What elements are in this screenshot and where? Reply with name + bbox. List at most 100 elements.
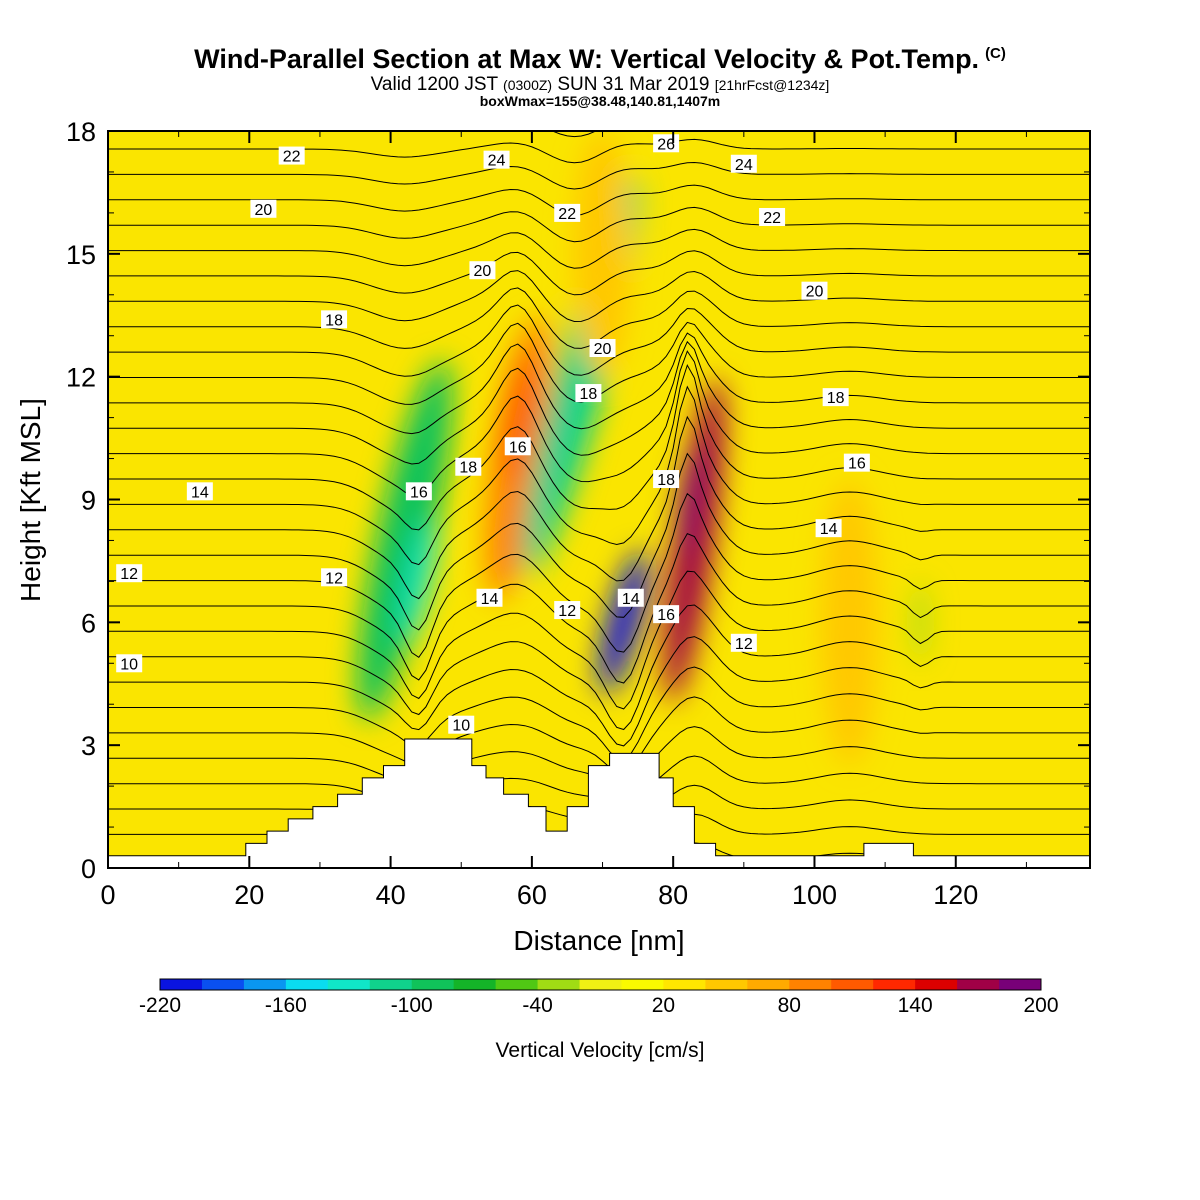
velocity-cell-5	[599, 551, 649, 694]
theta-label-text: 26	[657, 136, 675, 153]
theta-label-text: 10	[452, 718, 470, 735]
theta-label-22: 14	[476, 588, 503, 608]
colorbar-swatch-11	[621, 979, 664, 990]
valid-prefix: Valid 1200 JST	[370, 74, 498, 95]
theta-label-4: 24	[730, 154, 757, 174]
theta-label-text: 20	[594, 341, 612, 358]
colorbar-label: Vertical Velocity [cm/s]	[496, 1039, 705, 1062]
theta-label-text: 14	[191, 484, 209, 501]
theta-contour-24	[108, 228, 1090, 269]
theta-contour-15	[108, 363, 1090, 531]
theta-contour-23	[108, 250, 1090, 296]
theta-label-23: 14	[617, 588, 644, 608]
theta-label-11: 18	[575, 384, 602, 403]
y-tick-label-3: 9	[81, 486, 96, 516]
colorbar-tick-label-5: 80	[778, 994, 801, 1017]
colorbar-swatch-8	[495, 979, 539, 990]
colorbar: Vertical Velocity [cm/s] -220 -160 -100 -40…	[139, 978, 1059, 1062]
theta-label-text: 16	[410, 484, 428, 501]
colorbar-swatch-2	[243, 979, 287, 990]
theta-label-7: 20	[469, 261, 496, 280]
colorbar-tick-label-6: 140	[898, 994, 933, 1017]
theta-contour-7	[108, 636, 1090, 747]
y-tick-label-5: 15	[66, 240, 96, 270]
colorbar-tick-label-4: 20	[652, 994, 675, 1017]
theta-label-24: 12	[554, 601, 581, 620]
theta-label-text: 14	[622, 591, 640, 608]
colorbar-swatch-0	[160, 979, 203, 990]
theta-label-5: 22	[554, 203, 581, 223]
theta-label-text: 18	[657, 472, 675, 489]
y-tick-label-2: 6	[81, 608, 96, 638]
plot-area: 22 20 24 26 24 22 22 20 20 18 20 18 18 16 18 16 18 16 14 14…	[15, 117, 1091, 956]
colorbar-swatch-13	[705, 979, 748, 990]
theta-contour-6	[108, 666, 1090, 761]
theta-label-20: 12	[116, 564, 143, 583]
theta-contour-28	[108, 138, 1090, 164]
x-tick-label-5: 100	[792, 880, 837, 910]
colorbar-swatch-3	[285, 979, 329, 990]
theta-label-18: 14	[186, 482, 213, 501]
chart-title: Wind-Parallel Section at Max W: Vertical…	[0, 44, 1200, 75]
colorbar-swatch-17	[873, 979, 916, 990]
theta-label-text: 16	[509, 439, 527, 456]
x-tick-label-0: 0	[100, 880, 115, 910]
velocity-cell-6	[664, 378, 725, 703]
theta-label-14: 18	[455, 457, 482, 477]
theta-label-text: 22	[558, 206, 576, 223]
theta-label-text: 24	[488, 153, 506, 170]
theta-label-text: 24	[735, 157, 753, 174]
theta-label-12: 18	[822, 388, 849, 407]
valid-date: SUN 31 Mar 2019	[557, 74, 710, 95]
theta-label-text: 18	[580, 386, 598, 403]
theta-label-27: 10	[116, 654, 143, 673]
x-tick-label-4: 80	[658, 880, 688, 910]
velocity-cell-1	[401, 517, 437, 646]
x-tick-label-6: 120	[933, 880, 978, 910]
colorbar-swatch-10	[579, 979, 622, 990]
boxwmax-line: boxWmax=155@38.48,140.81,1407m	[479, 93, 721, 109]
chart-title-text: Wind-Parallel Section at Max W: Vertical…	[194, 44, 980, 74]
theta-contour-27	[108, 161, 1090, 190]
theta-label-1: 20	[250, 199, 277, 219]
theta-contour-9	[108, 570, 1090, 710]
x-tick-label-2: 40	[376, 880, 406, 910]
theta-label-8: 20	[801, 281, 828, 301]
theta-contour-17	[108, 340, 1090, 465]
theta-label-text: 14	[820, 521, 838, 538]
theta-label-text: 18	[827, 390, 845, 407]
terrain	[108, 738, 1090, 868]
theta-label-text: 18	[459, 460, 477, 477]
colorbar-swatch-9	[537, 979, 581, 990]
copyright-mark: (C)	[985, 45, 1006, 62]
theta-contour-12	[108, 452, 1090, 631]
theta-contour-18	[108, 332, 1090, 435]
theta-label-13: 16	[504, 437, 531, 456]
x-axis-label: Distance [nm]	[513, 925, 684, 956]
theta-label-text: 16	[848, 456, 866, 473]
colorbar-swatch-12	[663, 979, 706, 990]
theta-contour-5	[108, 696, 1090, 774]
colorbar-swatch-20	[999, 979, 1042, 990]
y-axis-label: Height [Kft MSL]	[15, 398, 46, 602]
theta-label-0: 22	[278, 146, 305, 166]
theta-label-2: 24	[483, 150, 510, 170]
theta-label-28: 10	[448, 715, 475, 735]
colorbar-tick-label-2: -100	[391, 994, 433, 1017]
theta-label-text: 12	[325, 570, 343, 587]
velocity-cell-10	[913, 581, 928, 664]
y-tick-label-1: 3	[81, 731, 96, 761]
theta-label-text: 10	[120, 656, 138, 673]
theta-label-text: 16	[657, 607, 675, 624]
theta-contour-20	[108, 304, 1090, 377]
theta-label-16: 18	[653, 470, 680, 489]
contour-labels: 22 20 24 26 24 22 22 20 20 18 20 18 18 16 18 16 18 16 14 14…	[116, 134, 870, 735]
theta-label-text: 12	[558, 603, 576, 620]
theta-label-6: 22	[759, 207, 786, 227]
theta-contour-8	[108, 604, 1090, 731]
theta-contour-25	[108, 206, 1090, 243]
theta-label-text: 12	[735, 636, 753, 653]
terrain-silhouette	[108, 738, 1090, 868]
theta-label-9: 18	[321, 310, 348, 329]
theta-contour-13	[108, 415, 1090, 600]
